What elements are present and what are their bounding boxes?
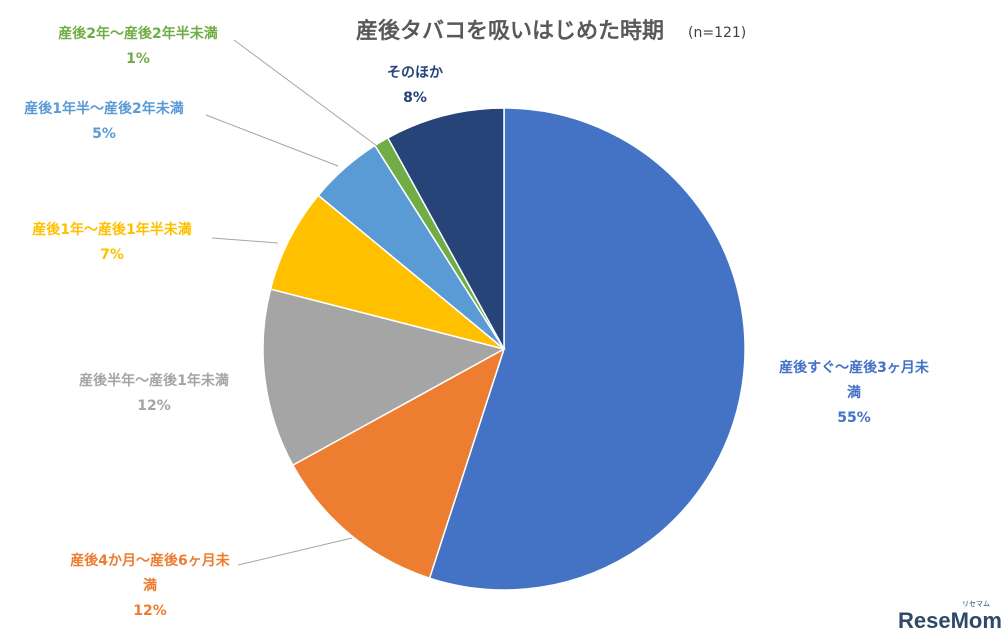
slice-category-label-5: 産後2年～産後2年半未満 xyxy=(58,25,217,42)
slice-value-label-6: 8% xyxy=(403,90,427,106)
pie-slice-0 xyxy=(428,107,746,591)
pie-slice-2 xyxy=(262,288,507,467)
pie-slices xyxy=(262,107,746,591)
slice-labels: 産後すぐ～産後3ヶ月未満55%産後4か月～産後6ヶ月未満12%産後半年～産後1年… xyxy=(24,25,930,619)
chart-title: 産後タバコを吸いはじめた時期 xyxy=(356,18,664,44)
slice-category-label-3: 産後1年～産後1年半未満 xyxy=(32,221,191,238)
pie-slice-6 xyxy=(386,107,505,350)
slice-value-label-0: 55% xyxy=(837,410,871,426)
watermark-small-text: リセマム xyxy=(962,600,990,608)
slice-category-label-1: 満 xyxy=(143,577,157,594)
leader-lines xyxy=(205,39,378,566)
slice-value-label-1: 12% xyxy=(133,603,167,619)
slice-value-label-2: 12% xyxy=(137,398,171,414)
slice-category-label-6: そのほか xyxy=(387,65,443,81)
watermark-logo: ReseMom リセマム xyxy=(898,600,1002,633)
slice-category-label-0: 満 xyxy=(847,384,861,401)
watermark-text: ReseMom xyxy=(898,608,1002,633)
slice-category-label-1: 産後4か月～産後6ヶ月未 xyxy=(70,552,230,569)
slice-category-label-4: 産後1年半～産後2年未満 xyxy=(24,100,183,117)
slice-category-label-2: 産後半年～産後1年未満 xyxy=(79,372,229,389)
pie-slice-1 xyxy=(291,347,506,580)
pie-slice-3 xyxy=(269,194,505,350)
leader-line-4 xyxy=(205,114,339,167)
slice-value-label-3: 7% xyxy=(100,247,124,263)
slice-value-label-5: 1% xyxy=(126,51,150,67)
leader-line-3 xyxy=(211,237,279,244)
leader-line-1 xyxy=(237,537,353,566)
chart-subtitle: (n=121) xyxy=(688,25,746,41)
leader-line-5 xyxy=(233,39,378,147)
slice-value-label-4: 5% xyxy=(92,126,116,142)
slice-category-label-0: 産後すぐ～産後3ヶ月未 xyxy=(779,359,930,376)
